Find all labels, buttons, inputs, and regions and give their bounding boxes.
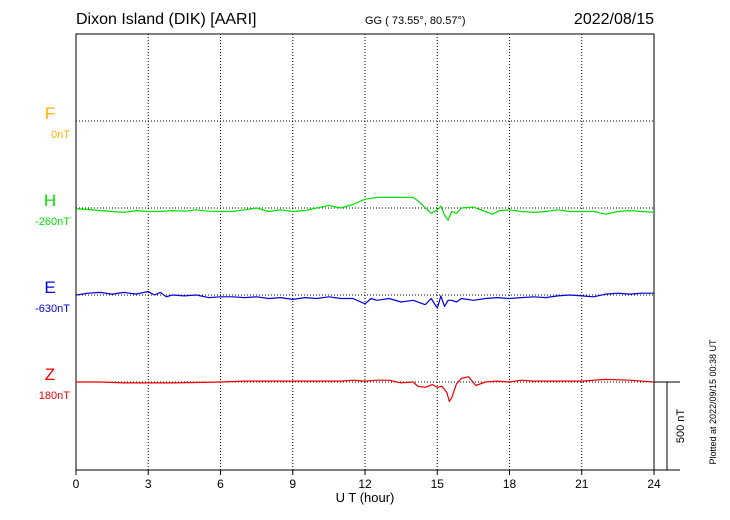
x-axis-label: U T (hour) bbox=[336, 490, 395, 505]
traces bbox=[75, 196, 655, 402]
trace-z bbox=[76, 376, 655, 402]
x-tick-label: 9 bbox=[289, 477, 296, 491]
scale-bar bbox=[654, 381, 680, 471]
x-tick-label: 6 bbox=[217, 477, 224, 491]
x-tick-label: 18 bbox=[503, 477, 517, 491]
channel-baseline-f: 0nT bbox=[51, 129, 70, 141]
channel-name-z: Z bbox=[45, 365, 55, 384]
x-tick-label: 21 bbox=[575, 477, 589, 491]
plotted-timestamp: Plotted at 2022/09/15 00:38 UT bbox=[708, 339, 718, 465]
channel-labels: F 0nT H -260nT E -630nT Z 180nT bbox=[35, 104, 70, 402]
gridlines bbox=[76, 34, 654, 470]
date-label: 2022/08/15 bbox=[574, 11, 654, 28]
x-tick-label: 24 bbox=[647, 477, 661, 491]
coords-label: GG ( 73.55°, 80.57°) bbox=[365, 15, 466, 27]
trace-h bbox=[75, 196, 655, 221]
channel-baseline-e: -630nT bbox=[35, 303, 70, 315]
channel-baseline-z: 180nT bbox=[39, 390, 70, 402]
x-axis: 0 3 6 9 12 15 18 21 24 bbox=[73, 470, 661, 491]
station-title: Dixon Island (DIK) [AARI] bbox=[76, 11, 257, 28]
x-tick-label: 3 bbox=[145, 477, 152, 491]
trace-e bbox=[75, 290, 654, 309]
scale-bar-label: 500 nT bbox=[675, 409, 687, 444]
x-tick-label: 15 bbox=[431, 477, 445, 491]
channel-name-h: H bbox=[44, 191, 56, 210]
channel-name-e: E bbox=[44, 278, 55, 297]
channel-name-f: F bbox=[45, 104, 55, 123]
x-tick-label: 0 bbox=[73, 477, 80, 491]
channel-baseline-h: -260nT bbox=[35, 216, 70, 228]
plot-frame bbox=[75, 33, 655, 471]
x-tick-label: 12 bbox=[358, 477, 372, 491]
